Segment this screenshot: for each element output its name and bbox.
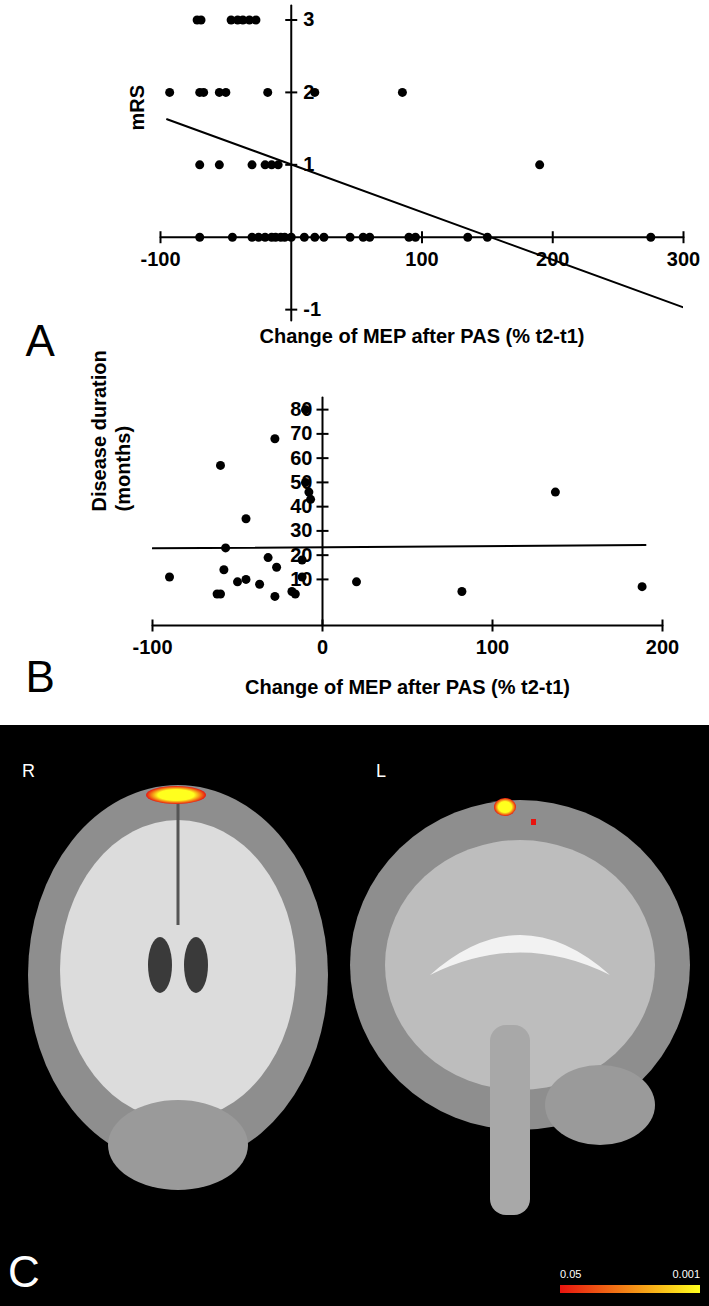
svg-text:Change of MEP after PAS (% t2-: Change of MEP after PAS (% t2-t1) [260,325,585,347]
svg-text:70: 70 [290,422,312,444]
svg-text:A: A [26,316,56,365]
svg-text:80: 80 [290,398,312,420]
svg-text:-100: -100 [132,636,172,658]
svg-text:mRS: mRS [126,85,148,131]
svg-text:10: 10 [290,568,312,590]
svg-text:0: 0 [317,636,328,658]
svg-text:200: 200 [646,636,679,658]
svg-text:100: 100 [476,636,509,658]
svg-text:0.001: 0.001 [672,1268,700,1280]
svg-text:1: 1 [303,153,315,176]
svg-text:-1: -1 [303,298,321,320]
svg-text:Disease duration(months): Disease duration(months) [88,350,134,511]
svg-text:-100: -100 [140,248,180,270]
svg-text:0.05: 0.05 [560,1268,581,1280]
svg-text:2: 2 [303,80,315,103]
svg-text:R: R [22,761,35,781]
svg-text:30: 30 [290,519,312,541]
svg-text:Change of MEP after PAS (% t2-: Change of MEP after PAS (% t2-t1) [245,676,570,698]
svg-text:3: 3 [303,8,314,30]
svg-text:L: L [376,761,386,781]
svg-text:100: 100 [405,248,438,270]
svg-text:300: 300 [667,248,700,270]
svg-text:60: 60 [290,447,312,469]
svg-text:20: 20 [290,543,313,566]
svg-text:B: B [26,652,55,701]
svg-text:50: 50 [290,470,313,493]
svg-text:200: 200 [536,248,569,270]
svg-text:40: 40 [290,495,313,517]
svg-text:C: C [8,1247,40,1296]
